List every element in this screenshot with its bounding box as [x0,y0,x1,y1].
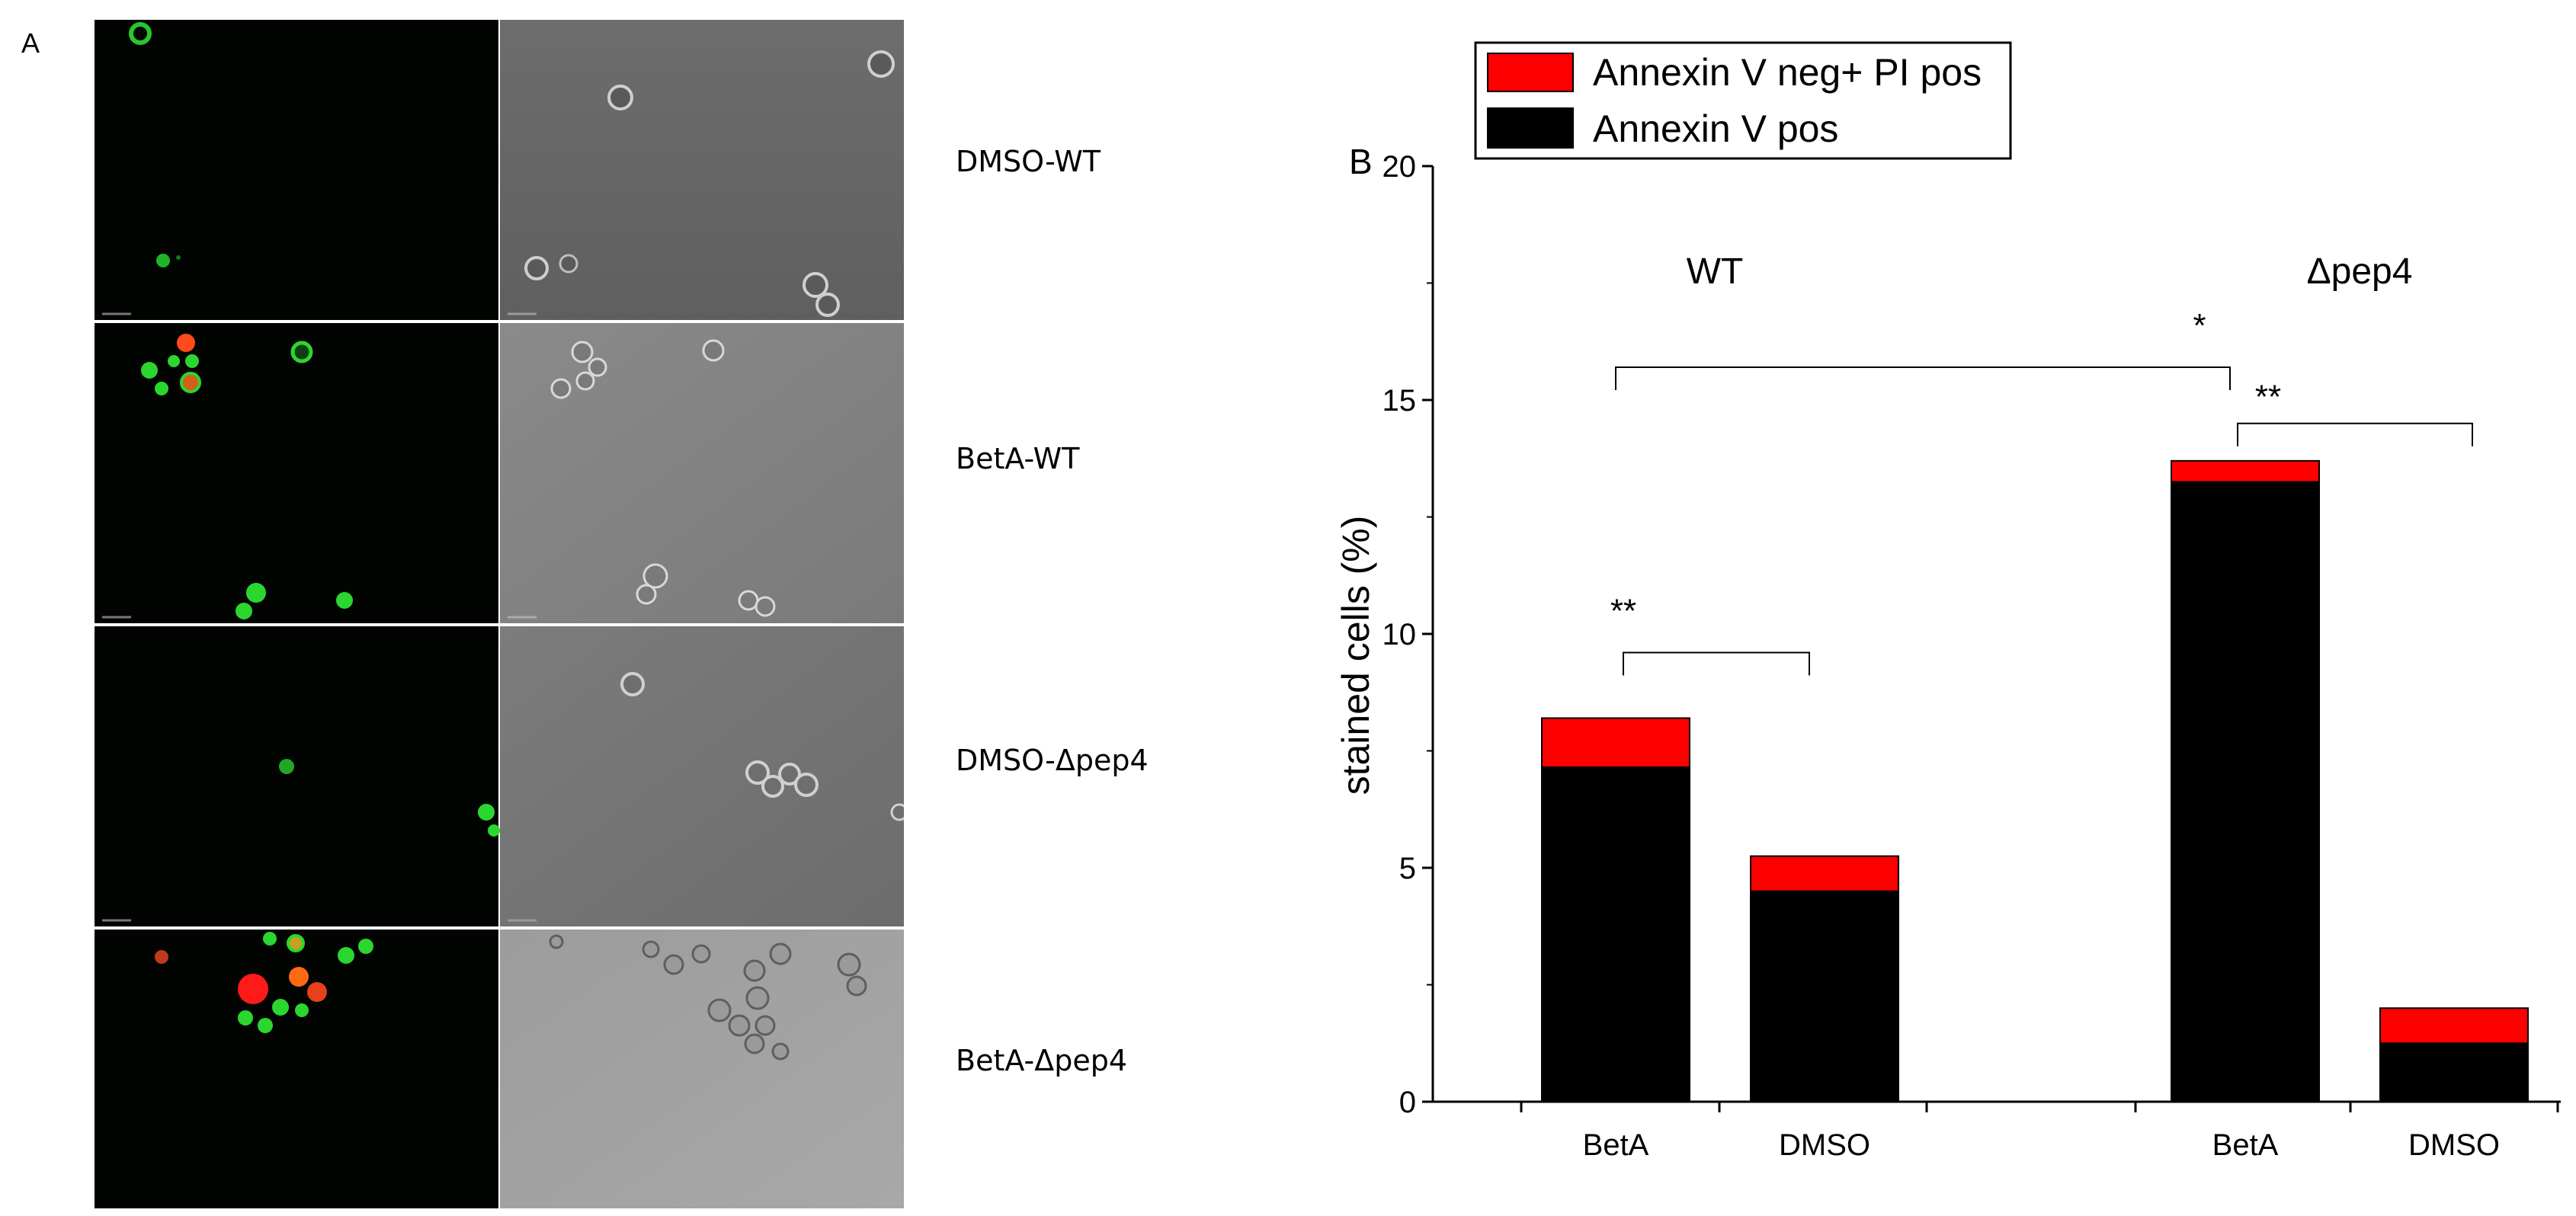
significance-bracket [1623,651,1810,676]
dic-image-beta-dpep4 [500,930,904,1208]
x-category-label: BetA [2212,1128,2279,1162]
y-tick-label: 0 [1399,1086,1416,1119]
row-label-dmso-dpep4: DMSO-Δpep4 [956,744,1149,777]
row-label-beta-wt: BetA-WT [956,442,1080,475]
y-tick-label: 20 [1383,150,1417,184]
bar-annexin-pos-1 [1750,890,1899,1102]
significance-label: ** [1610,593,1636,630]
bar-annexin-neg-pi-pos-0 [1541,717,1690,768]
x-category-label: BetA [1583,1128,1649,1162]
group-label-dpep4: Δpep4 [2307,251,2413,292]
bar-annexin-pos-3 [2379,1042,2529,1102]
legend-swatch-red [1487,53,1574,92]
fluorescence-image-beta-wt [95,323,498,623]
dic-image-dmso-wt [500,20,904,320]
micro-row-dmso-dpep4 [95,626,908,926]
dic-image-beta-wt [500,323,904,623]
micro-row-beta-wt [95,323,904,623]
legend: Annexin V neg+ PI pos Annexin V pos [1474,41,2012,160]
bar-annexin-pos-0 [1541,766,1690,1102]
y-tick-label: 5 [1399,852,1416,885]
legend-label-red: Annexin V neg+ PI pos [1593,51,1982,94]
bar-annexin-neg-pi-pos-1 [1750,855,1899,892]
x-category-label: DMSO [1779,1128,1870,1162]
dic-image-dmso-dpep4 [500,626,904,926]
fluorescence-image-dmso-wt [95,20,498,320]
bar-annexin-neg-pi-pos-2 [2171,459,2320,483]
legend-label-black: Annexin V pos [1593,107,1838,150]
stacked-bar-chart: B stained cells (%) WT Δpep4 0 5 10 15 20 Bet… [1334,41,2561,1162]
panel-b-letter: B [1349,142,1373,181]
x-category-label: DMSO [2408,1128,2500,1162]
y-axis-title: stained cells (%) [1334,516,1377,795]
panel-a-letter: A [21,27,40,59]
microscopy-grid [95,20,908,1208]
significance-bracket [1615,366,2231,391]
y-tick-label: 15 [1383,384,1417,418]
group-label-wt: WT [1687,251,1744,292]
legend-swatch-black [1487,107,1574,149]
row-label-beta-dpep4: BetA-Δpep4 [956,1044,1128,1077]
micro-row-dmso-wt [95,20,904,320]
bar-annexin-neg-pi-pos-3 [2379,1007,2529,1045]
significance-label: * [2193,307,2206,344]
fluorescence-image-dmso-dpep4 [95,626,498,926]
micro-row-beta-dpep4 [95,930,904,1208]
row-label-dmso-wt: DMSO-WT [956,145,1101,178]
bar-annexin-pos-2 [2171,481,2320,1102]
significance-bracket [2237,422,2473,446]
significance-label: ** [2255,379,2281,416]
y-tick-label: 10 [1383,618,1417,651]
